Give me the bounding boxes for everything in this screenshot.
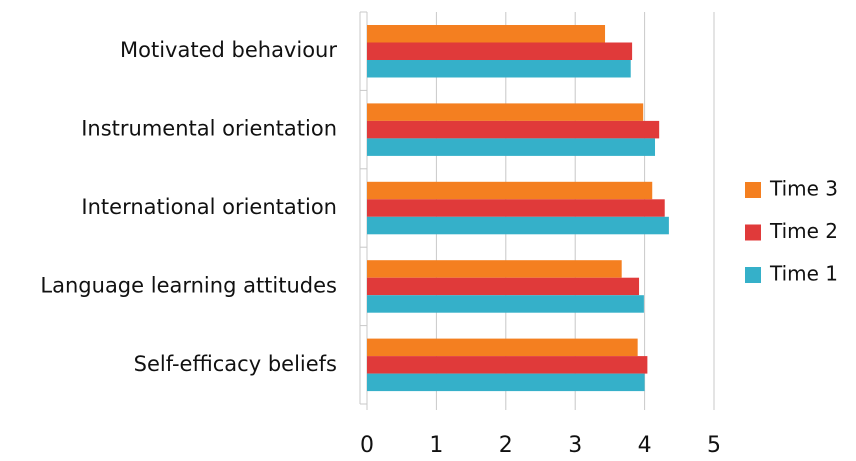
x-tick-label: 3 xyxy=(568,433,582,458)
x-tick-label: 5 xyxy=(707,433,721,458)
x-tick-label: 4 xyxy=(638,433,652,458)
y-tick-label: Motivated behaviour xyxy=(120,38,337,62)
bar xyxy=(367,60,631,78)
bar xyxy=(367,181,653,200)
bar xyxy=(367,338,638,357)
y-tick-label: Self-efficacy beliefs xyxy=(134,352,337,376)
bar xyxy=(367,260,622,278)
bar xyxy=(367,42,633,60)
bar xyxy=(367,356,648,374)
bar xyxy=(367,373,645,392)
bar xyxy=(367,120,660,139)
bar xyxy=(367,295,644,313)
legend-swatch xyxy=(745,224,761,241)
x-tick-label: 0 xyxy=(360,433,374,458)
legend-swatch xyxy=(745,267,761,283)
bar xyxy=(367,216,669,235)
x-tick-label: 1 xyxy=(429,433,443,458)
bar xyxy=(367,25,606,43)
y-tick-label: Instrumental orientation xyxy=(81,117,337,141)
x-tick-label: 2 xyxy=(499,433,513,458)
bar xyxy=(367,199,665,217)
legend-label: Time 3 xyxy=(769,177,838,201)
bar xyxy=(367,277,640,296)
legend-label: Time 1 xyxy=(769,262,838,286)
y-tick-label: International orientation xyxy=(81,195,337,219)
y-tick-label: Language learning attitudes xyxy=(40,273,337,297)
bar xyxy=(367,103,644,121)
legend-swatch xyxy=(745,182,761,198)
legend-label: Time 2 xyxy=(769,219,838,243)
bar xyxy=(367,138,656,156)
